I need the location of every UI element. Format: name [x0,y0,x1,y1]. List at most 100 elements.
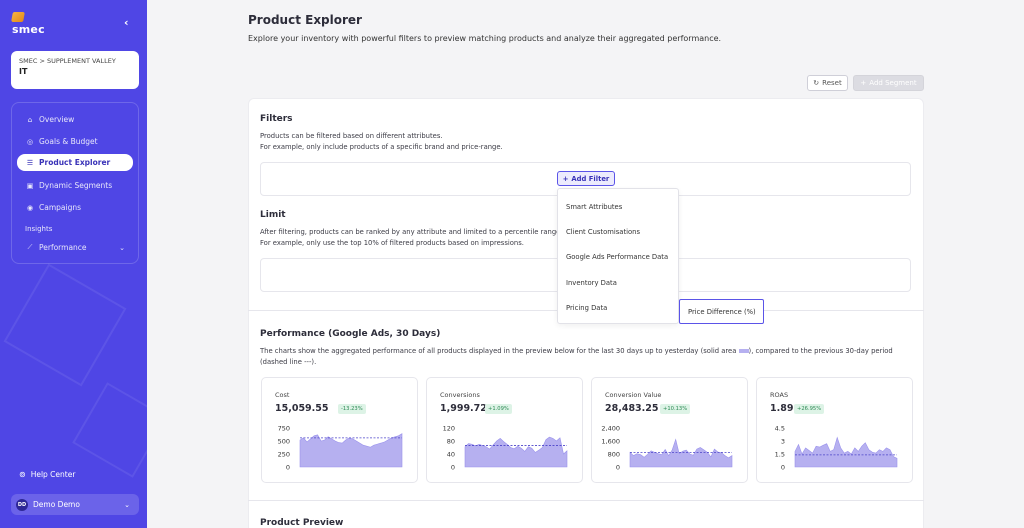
solid-area-legend-swatch [738,349,749,353]
divider [248,500,924,501]
chart-cost: 750 500 250 0 [278,425,403,472]
reset-button-label: Reset [822,79,842,87]
account-name: IT [19,67,28,76]
user-name: Demo Demo [33,500,80,509]
reset-button[interactable]: ↻ Reset [807,75,848,91]
trend-icon: ⟋ [27,243,33,251]
collapse-sidebar-icon[interactable]: ‹ [124,16,129,29]
submenu-item-price-difference[interactable]: Price Difference (%) [679,299,764,324]
metric-delta-badge: -13.23% [338,404,366,414]
logo-mark-icon [11,12,25,22]
help-icon: ⊚ [19,470,26,479]
add-segment-button[interactable]: + Add Segment [853,75,924,91]
sidebar-item-label: Goals & Budget [39,137,98,146]
account-breadcrumb: SMEC > SUPPLEMENT VALLEY [19,57,116,65]
performance-title: Performance (Google Ads, 30 Days) [260,329,441,339]
help-center-label: Help Center [30,470,76,479]
y-tick-label: 120 [443,425,455,433]
layers-icon: ▣ [26,181,34,190]
metric-value: 15,059.55 [275,403,329,414]
y-tick-label: 1,600 [601,438,620,446]
list-icon: ☰ [26,158,34,167]
sidebar-item-dynamic-segments[interactable]: ▣ Dynamic Segments [17,177,133,194]
metric-delta-badge: +26.95% [794,404,825,414]
limit-description: After filtering, products can be ranked … [260,228,563,236]
y-tick-label: 40 [447,451,455,459]
chart-roas: 4.5 3 1.5 0 [775,425,898,472]
menu-item-pricing-data[interactable]: Pricing Data [566,304,608,312]
y-tick-label: 750 [278,425,290,433]
y-tick-label: 3 [781,438,785,446]
sidebar-item-campaigns[interactable]: ◉ Campaigns [17,199,133,216]
avatar: DD [16,498,28,511]
compass-icon: ◉ [26,203,34,212]
user-menu[interactable]: DD Demo Demo ⌄ [11,494,139,515]
background-decoration [3,263,127,387]
metric-value: 28,483.25 [605,403,659,414]
filters-description: Products can be filtered based on differ… [260,132,443,140]
y-tick-label: 0 [781,464,785,472]
metric-value: 1.89 [770,403,794,414]
menu-item-google-ads-performance-data[interactable]: Google Ads Performance Data [566,253,669,261]
filter-dropdown-menu: Smart Attributes Client Customisations G… [557,188,679,324]
y-tick-label: 0 [616,464,620,472]
metric-label: Cost [275,391,290,399]
sidebar-item-goals-budget[interactable]: ◎ Goals & Budget [17,133,133,150]
metric-card-conversion-value: Conversion Value 28,483.25 +10.13% 2,400… [591,377,748,483]
series-area [794,436,898,468]
account-selector[interactable]: SMEC > SUPPLEMENT VALLEY IT [11,51,139,89]
metric-card-conversions: Conversions 1,999.72 +1.09% 120 80 40 0 [426,377,583,483]
series-area [629,438,733,468]
logo-text: smec [12,23,45,36]
metric-label: Conversions [440,391,480,399]
metric-card-cost: Cost 15,059.55 -13.23% 750 500 250 0 [261,377,418,483]
metric-card-roas: ROAS 1.89 +26.95% 4.5 3 1.5 0 [756,377,913,483]
performance-description: The charts show the aggregated performan… [260,346,893,356]
y-tick-label: 80 [447,438,455,446]
metric-label: Conversion Value [605,391,662,399]
limit-title: Limit [260,210,286,220]
nav-section-insights: Insights [25,225,53,233]
sidebar-nav: ⌂ Overview ◎ Goals & Budget ☰ Product Ex… [11,102,139,264]
sidebar-item-performance[interactable]: ⟋ Performance ⌄ [17,239,133,256]
performance-description-part: The charts show the aggregated performan… [260,347,737,355]
menu-item-smart-attributes[interactable]: Smart Attributes [566,203,623,211]
filters-title: Filters [260,114,293,124]
filters-description: For example, only include products of a … [260,143,503,151]
plus-icon: + [860,79,867,87]
y-tick-label: 1.5 [775,451,785,459]
metric-value: 1,999.72 [440,403,487,414]
page-title: Product Explorer [248,13,362,27]
sidebar: smec ‹ SMEC > SUPPLEMENT VALLEY IT ⌂ Ove… [0,0,147,528]
chevron-down-icon: ⌄ [119,243,125,252]
help-center-link[interactable]: ⊚ Help Center [19,470,75,479]
add-filter-button[interactable]: + Add Filter [557,171,615,186]
reset-icon: ↻ [813,79,820,87]
performance-description-part: ), compared to the previous 30-day perio… [748,347,893,355]
y-tick-label: 500 [278,438,290,446]
limit-description: For example, only use the top 10% of fil… [260,239,524,247]
add-segment-button-label: Add Segment [869,79,917,87]
plus-icon: + [562,174,569,183]
y-tick-label: 0 [451,464,455,472]
sidebar-item-product-explorer[interactable]: ☰ Product Explorer [17,154,133,171]
metric-label: ROAS [770,391,789,399]
menu-item-inventory-data[interactable]: Inventory Data [566,279,617,287]
page-description: Explore your inventory with powerful fil… [248,34,722,43]
sidebar-item-label: Dynamic Segments [39,181,113,190]
y-tick-label: 800 [608,451,620,459]
chevron-down-icon: ⌄ [124,500,130,509]
chart-conversion-value: 2,400 1,600 800 0 [601,425,733,472]
sidebar-item-overview[interactable]: ⌂ Overview [17,111,133,128]
series-area [464,436,568,468]
product-preview-title: Product Preview [260,518,344,528]
y-tick-label: 250 [278,451,290,459]
menu-item-client-customisations[interactable]: Client Customisations [566,228,641,236]
logo[interactable]: smec [11,12,45,36]
performance-description: (dashed line ---). [260,358,317,366]
target-icon: ◎ [26,137,34,146]
chart-conversions: 120 80 40 0 [443,425,568,472]
home-icon: ⌂ [27,115,33,124]
sidebar-item-label: Campaigns [39,203,82,212]
sidebar-item-label: Performance [39,243,87,252]
